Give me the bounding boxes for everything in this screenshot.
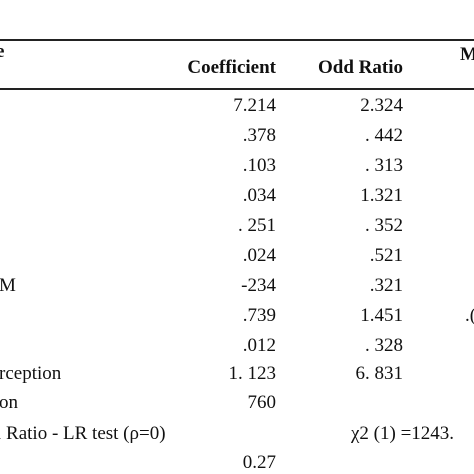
odd-ratio-cell: 1.321 [360,185,403,206]
odd-ratio-cell: . 328 [365,335,403,356]
coefficient-cell: 0.27 [242,452,276,473]
coefficient-cell: .103 [242,155,276,176]
odd-ratio-cell: χ2 (1) =1243. [351,423,455,444]
table-header-rule [0,88,474,90]
odd-ratio-cell: . 442 [365,125,403,146]
odd-ratio-cell: . 313 [365,155,403,176]
coefficient-cell: .034 [242,185,276,206]
odd-ratio-cell: .521 [369,245,403,266]
coefficient-cell: .739 [242,305,276,326]
header-coefficient: Coefficient [187,57,276,78]
odd-ratio-cell: 1.451 [360,305,403,326]
coefficient-cell: 760 [247,392,277,413]
coefficient-cell: . 251 [238,215,276,236]
row-label: M [0,275,16,296]
table-top-rule [0,39,474,41]
row-label: rception [0,363,62,384]
odd-ratio-cell: . 352 [365,215,403,236]
coefficient-cell: 7.214 [233,95,276,116]
odd-ratio-cell: 2.324 [360,95,403,116]
row-label: l Ratio - LR test (ρ=0) [0,423,166,444]
odd-ratio-cell: .321 [369,275,403,296]
fourth-column-cell: .( [465,305,474,326]
header-fourth-column: M [460,44,474,65]
coefficient-cell: 1. 123 [228,363,277,384]
coefficient-cell: .012 [242,335,276,356]
coefficient-cell: .024 [242,245,276,266]
coefficient-cell: .378 [242,125,276,146]
coefficient-cell: -234 [241,275,276,296]
odd-ratio-cell: 6. 831 [355,363,404,384]
header-odd-ratio: Odd Ratio [318,57,403,78]
row-label: on [0,392,18,413]
header-first-column: e [0,41,5,62]
